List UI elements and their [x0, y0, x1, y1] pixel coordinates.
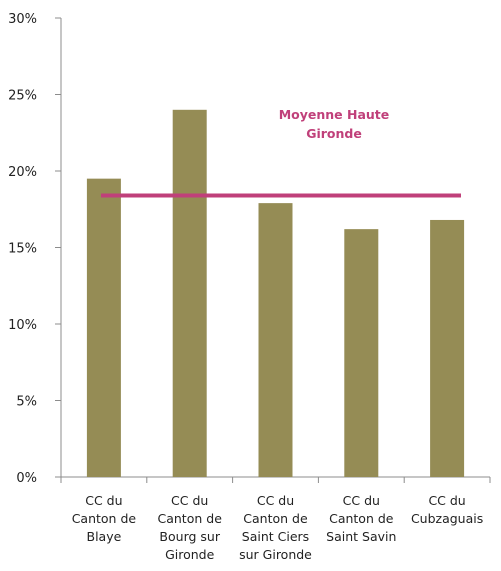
y-tick-label: 30%	[8, 12, 37, 27]
x-tick-label: CC du	[85, 493, 122, 508]
x-tick-label: Cubzaguais	[411, 511, 483, 526]
label-layer: 0% 5% 10% 15% 20% 25% 30% CC du Canton de Blaye CC…	[8, 12, 483, 562]
y-tick-label: 20%	[8, 165, 37, 180]
average-reference-label: Gironde	[306, 126, 362, 141]
bar	[430, 219, 465, 477]
x-tick-label: Saint Savin	[326, 529, 396, 544]
y-tick-label: 25%	[8, 89, 37, 104]
x-tick-label: Bourg sur	[159, 529, 220, 544]
y-tick-label: 15%	[8, 242, 37, 257]
x-tick-label: Gironde	[165, 547, 215, 562]
bar-layer	[86, 109, 465, 478]
axis-layer	[55, 17, 491, 483]
bar	[344, 229, 379, 477]
bar	[86, 178, 121, 477]
y-tick-label: 5%	[16, 395, 37, 410]
x-tick-label: sur Gironde	[239, 547, 312, 562]
x-tick-label: Saint Ciers	[242, 529, 309, 544]
x-tick-label: CC du	[171, 493, 208, 508]
average-reference-label: Moyenne Haute	[279, 107, 390, 122]
x-tick-label: Canton de	[329, 511, 394, 526]
x-tick-label: CC du	[428, 493, 465, 508]
x-tick-label: Blaye	[87, 529, 122, 544]
x-tick-label: CC du	[257, 493, 294, 508]
y-tick-label: 10%	[8, 318, 37, 333]
x-tick-label: Canton de	[158, 511, 223, 526]
x-tick-label: CC du	[343, 493, 380, 508]
bar	[258, 203, 293, 477]
y-tick-label: 0%	[16, 471, 37, 486]
bar	[172, 109, 207, 478]
x-tick-label: Canton de	[243, 511, 308, 526]
x-tick-label: Canton de	[72, 511, 137, 526]
